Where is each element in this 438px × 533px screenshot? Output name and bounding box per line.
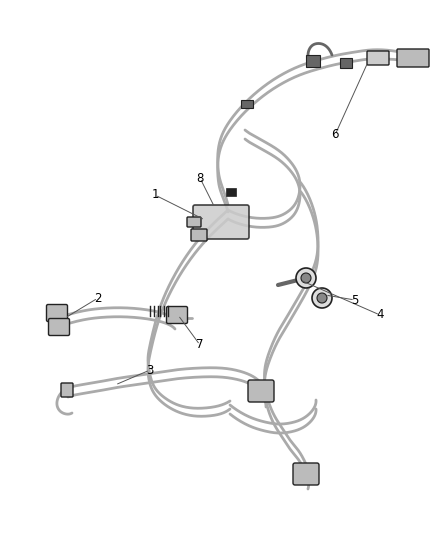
Bar bbox=[241, 100, 253, 108]
FancyBboxPatch shape bbox=[248, 380, 274, 402]
FancyBboxPatch shape bbox=[61, 383, 73, 397]
Circle shape bbox=[312, 288, 332, 308]
FancyBboxPatch shape bbox=[293, 463, 319, 485]
FancyBboxPatch shape bbox=[397, 49, 429, 67]
FancyBboxPatch shape bbox=[193, 205, 249, 239]
Bar bbox=[226, 188, 236, 196]
FancyBboxPatch shape bbox=[166, 306, 187, 324]
FancyBboxPatch shape bbox=[46, 304, 67, 321]
Bar bbox=[306, 55, 320, 67]
Text: 6: 6 bbox=[331, 128, 339, 141]
FancyBboxPatch shape bbox=[367, 51, 389, 65]
Text: 1: 1 bbox=[151, 189, 159, 201]
Text: 2: 2 bbox=[94, 292, 102, 304]
FancyBboxPatch shape bbox=[187, 217, 201, 227]
Text: 8: 8 bbox=[196, 172, 204, 184]
Circle shape bbox=[301, 273, 311, 283]
Bar bbox=[340, 58, 352, 68]
Circle shape bbox=[317, 293, 327, 303]
FancyBboxPatch shape bbox=[49, 319, 70, 335]
Text: 3: 3 bbox=[146, 364, 154, 376]
Text: 5: 5 bbox=[351, 294, 359, 306]
Text: 7: 7 bbox=[196, 338, 204, 351]
Text: 4: 4 bbox=[376, 309, 384, 321]
FancyBboxPatch shape bbox=[191, 229, 207, 241]
Circle shape bbox=[296, 268, 316, 288]
